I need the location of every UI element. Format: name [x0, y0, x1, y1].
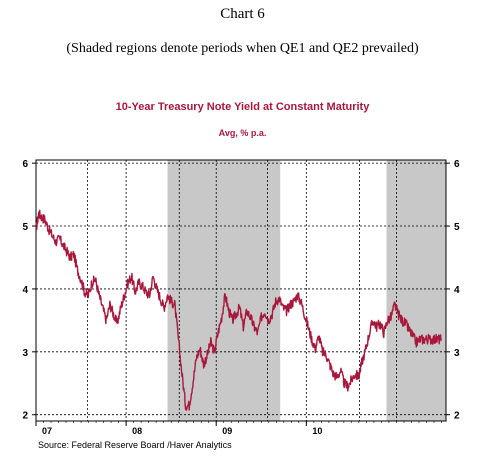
y-tick-label-left: 4 — [22, 285, 28, 296]
y-tick-label-right: 3 — [454, 348, 460, 359]
y-tick-label-left: 2 — [22, 411, 28, 422]
y-tick-label-left: 3 — [22, 348, 28, 359]
source-note: Source: Federal Reserve Board /Haver Ana… — [38, 440, 232, 450]
shaded-region-qe1 — [167, 160, 281, 421]
y-tick-label-left: 6 — [22, 159, 28, 170]
y-tick-label-right: 5 — [454, 222, 460, 233]
x-tick-label: 07 — [42, 426, 52, 436]
x-tick-label: 08 — [132, 426, 142, 436]
y-tick-label-right: 2 — [454, 411, 460, 422]
chart-title: 10-Year Treasury Note Yield at Constant … — [115, 101, 370, 113]
shaded-region-qe2 — [386, 160, 446, 421]
x-tick-label: 09 — [222, 426, 232, 436]
chart-subtitle: Avg, % p.a. — [218, 128, 267, 138]
axis-ticks: 2 2 3 3 4 4 5 5 6 6 07 08 09 10 — [22, 159, 460, 436]
page-title: Chart 6 — [220, 6, 265, 22]
series-line-treasury-yield — [35, 209, 443, 411]
plot-border — [35, 159, 447, 422]
y-tick-label-right: 6 — [454, 159, 460, 170]
series-layer — [35, 209, 443, 411]
shaded-regions — [167, 160, 446, 421]
y-tick-label-right: 4 — [454, 285, 460, 296]
y-tick-label-left: 5 — [22, 222, 28, 233]
plot-frame — [35, 159, 447, 422]
x-tick-label: 10 — [312, 426, 322, 436]
page-subtitle: (Shaded regions denote periods when QE1 … — [66, 41, 419, 56]
